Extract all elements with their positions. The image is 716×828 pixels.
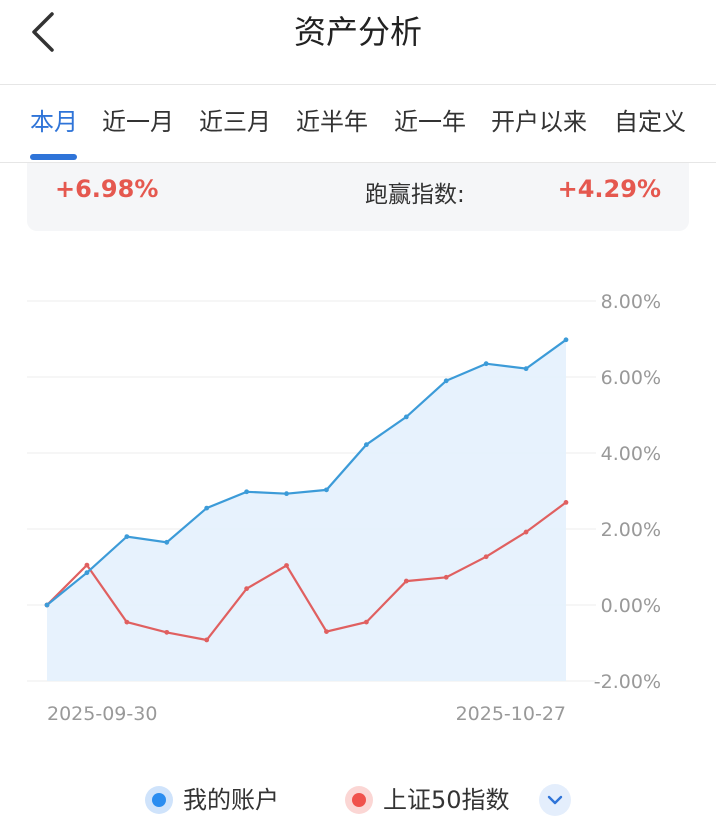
index-data-point — [204, 637, 210, 643]
legend-label-index: 上证50指数 — [383, 786, 510, 814]
tab-last-1-year[interactable]: 近一年 — [394, 108, 466, 136]
account-area-fill — [47, 339, 566, 681]
index-data-point — [124, 619, 130, 625]
chevron-left-icon — [32, 12, 54, 52]
account-data-point — [284, 491, 289, 497]
index-data-point — [324, 629, 329, 634]
account-data-point — [403, 414, 409, 420]
index-data-point — [84, 562, 90, 568]
account-data-point — [164, 539, 170, 545]
account-data-point — [204, 505, 210, 511]
index-data-point — [164, 629, 170, 635]
summary-card: +6.98% 跑赢指数: +4.29% — [27, 163, 689, 231]
index-data-point — [483, 554, 489, 560]
tab-custom[interactable]: 自定义 — [614, 108, 686, 136]
period-tabs: 本月 近一月 近三月 近半年 近一年 开户以来 自定义 — [0, 84, 716, 163]
account-data-point — [563, 337, 569, 343]
y-tick-label: 2.00% — [601, 519, 661, 541]
legend-dot-index-icon — [345, 786, 373, 814]
account-data-point — [324, 487, 329, 493]
header-bar: 资产分析 — [0, 0, 716, 85]
outperform-value: +4.29% — [557, 175, 661, 203]
index-data-point — [523, 529, 529, 535]
active-tab-indicator — [30, 154, 77, 160]
account-data-point — [363, 442, 369, 448]
tab-since-account-open[interactable]: 开户以来 — [491, 108, 587, 136]
index-data-point — [403, 578, 409, 584]
index-series-points — [44, 500, 569, 643]
outperform-label: 跑赢指数: — [365, 182, 465, 208]
tab-last-3-months[interactable]: 近三月 — [199, 108, 271, 136]
x-axis-start-label: 2025-09-30 — [47, 703, 157, 725]
x-axis-end-label: 2025-10-27 — [456, 703, 566, 725]
account-data-point — [244, 489, 250, 495]
legend-dot-account-icon — [145, 786, 173, 814]
legend-label-account: 我的账户 — [183, 786, 279, 814]
account-data-point — [523, 366, 529, 372]
y-axis-labels: 8.00% 6.00% 4.00% 2.00% 0.00% -2.00% — [594, 291, 661, 693]
return-line-chart: 8.00% 6.00% 4.00% 2.00% 0.00% -2.00% 2025-09-… — [27, 291, 661, 725]
y-tick-label: 4.00% — [601, 443, 661, 465]
index-data-point — [284, 563, 289, 568]
account-return-value: +6.98% — [55, 175, 159, 203]
y-tick-label: 6.00% — [601, 367, 661, 389]
y-tick-label: -2.00% — [594, 671, 661, 693]
index-data-point — [443, 574, 449, 580]
y-tick-label: 8.00% — [601, 291, 661, 313]
account-data-point — [124, 534, 130, 539]
account-data-point — [443, 378, 449, 384]
index-data-point — [244, 586, 250, 592]
index-data-point — [363, 619, 369, 625]
account-data-point — [483, 361, 489, 367]
chevron-down-icon — [547, 795, 563, 805]
account-data-point — [84, 570, 90, 576]
legend-expand-button[interactable] — [539, 784, 571, 816]
index-data-point — [563, 500, 569, 505]
tab-last-half-year[interactable]: 近半年 — [296, 108, 368, 136]
y-tick-label: 0.00% — [601, 595, 661, 617]
page-title: 资产分析 — [293, 13, 422, 51]
back-button[interactable] — [22, 10, 66, 54]
tab-last-1-month[interactable]: 近一月 — [102, 108, 174, 136]
account-series-points — [44, 337, 569, 608]
tab-this-month[interactable]: 本月 — [30, 108, 78, 136]
account-series-line — [46, 338, 567, 606]
index-series-line — [46, 501, 567, 642]
account-data-point — [44, 602, 50, 608]
